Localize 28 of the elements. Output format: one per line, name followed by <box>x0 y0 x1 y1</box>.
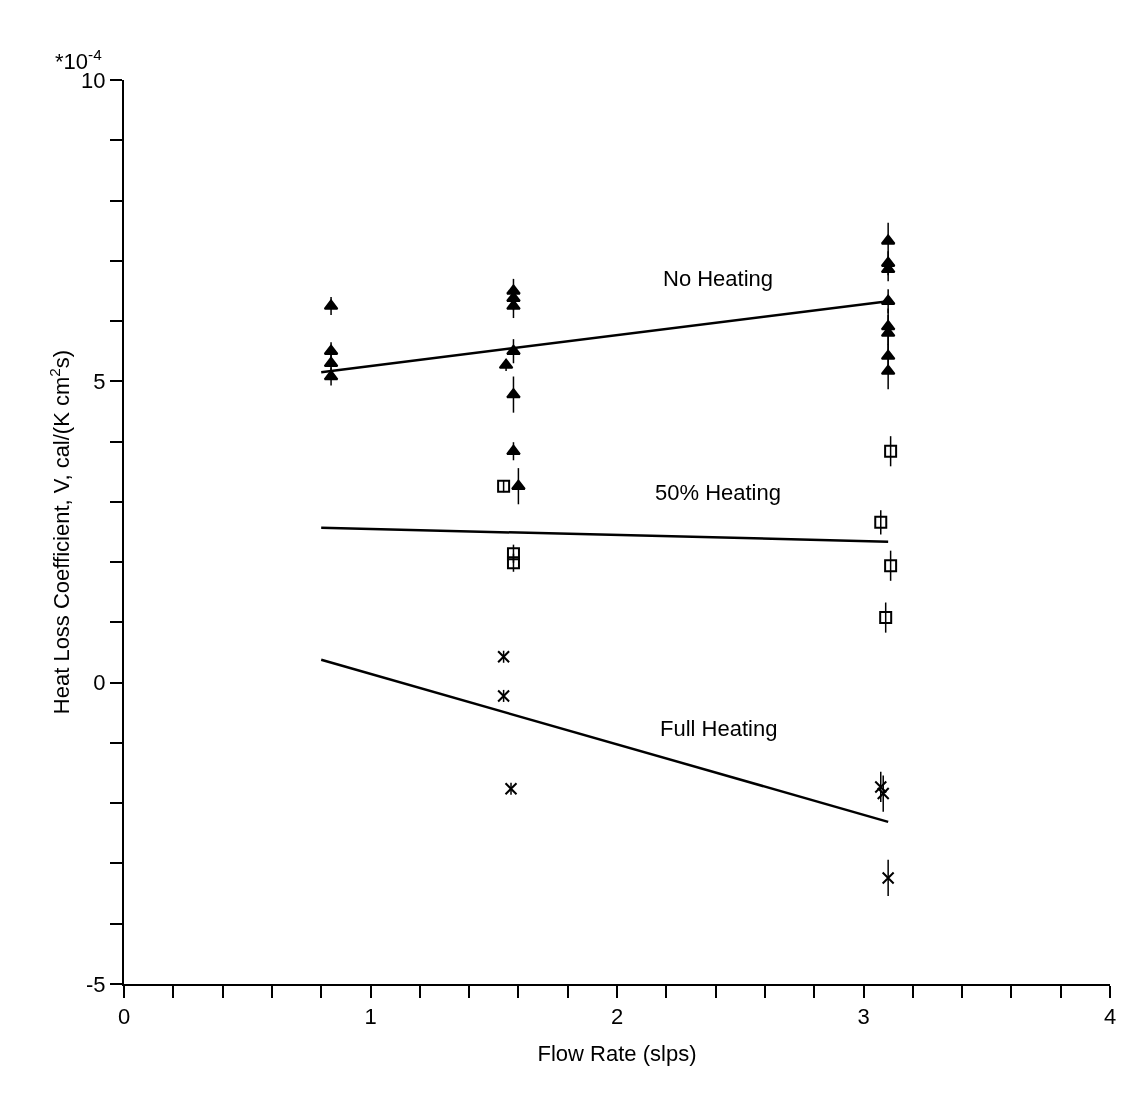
series-label: No Heating <box>663 266 774 291</box>
point <box>506 388 521 399</box>
x-tick-label: 3 <box>857 1004 870 1030</box>
point <box>506 556 520 570</box>
x-tick-label: 4 <box>1103 1004 1117 1030</box>
x-tick-label: 2 <box>610 1004 624 1030</box>
point <box>874 515 888 529</box>
series-label: Full Heating <box>660 716 778 741</box>
point <box>879 611 893 625</box>
series-label: 50% Heating <box>655 480 781 505</box>
y-tick-label: 5 <box>93 369 106 395</box>
point <box>884 559 898 573</box>
point <box>497 689 511 703</box>
point <box>884 444 898 458</box>
point <box>511 479 526 490</box>
x-axis-title: Flow Rate (slps) <box>537 1041 697 1066</box>
y-tick-label: 0 <box>93 670 106 696</box>
y-tick-label: -5 <box>86 971 106 997</box>
point <box>881 871 895 885</box>
point <box>497 479 511 493</box>
point <box>504 782 518 796</box>
point <box>874 780 888 794</box>
x-tick-label: 1 <box>364 1004 377 1030</box>
x-tick-label: 0 <box>117 1004 131 1030</box>
point <box>506 547 520 561</box>
point <box>497 650 511 664</box>
point <box>876 787 890 801</box>
point <box>506 444 521 455</box>
